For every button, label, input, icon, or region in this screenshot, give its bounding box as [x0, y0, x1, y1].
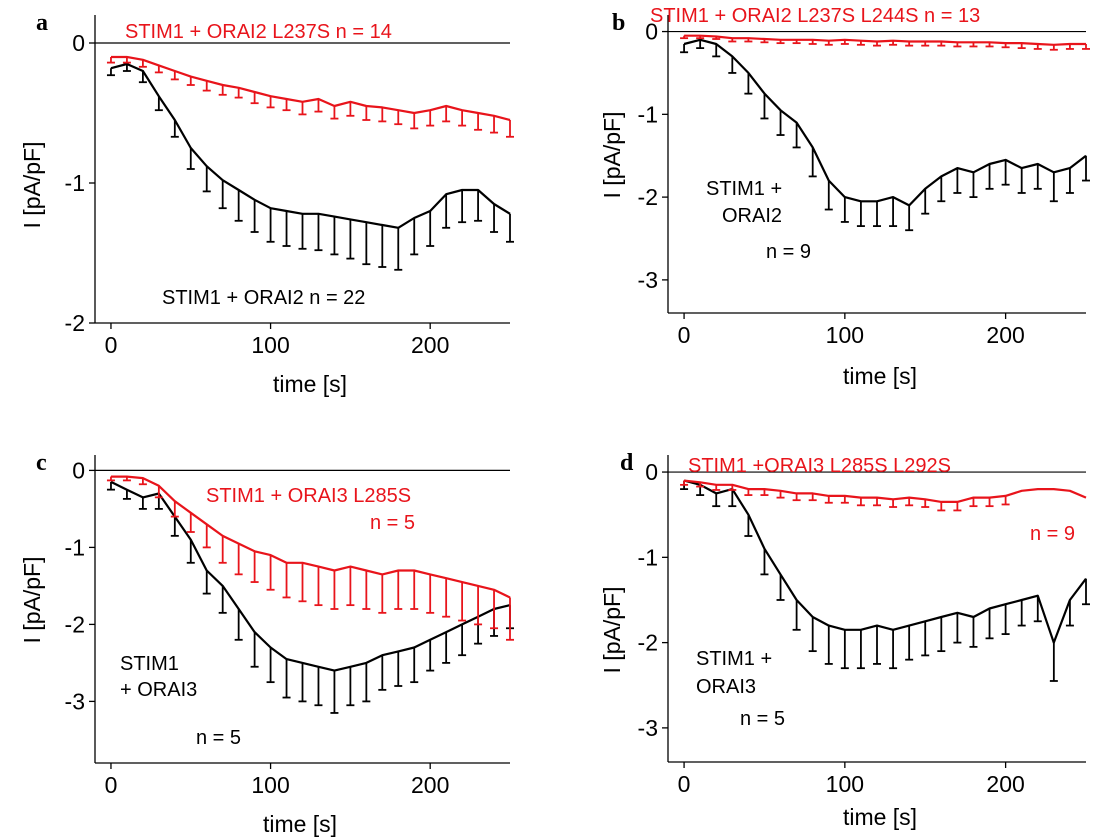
- panel-c-label-mutant-n: n = 5: [370, 512, 415, 534]
- panel-letter-a: a: [36, 10, 48, 36]
- panel-c-x-tick-label: 100: [251, 772, 289, 798]
- panel-b-label-control-2: ORAI2: [722, 205, 782, 227]
- panel-a-y-tick-label: -1: [65, 170, 85, 196]
- panel-d-control-mean-line: [683, 479, 1087, 644]
- panel-b-y-tick-label: 0: [645, 19, 658, 45]
- panel-d-marks: [680, 479, 1090, 682]
- panel-b-marks: [680, 34, 1090, 232]
- panel-d-y-axis-title: I [pA/pF]: [599, 587, 625, 674]
- panel-d-label-mutant-n: n = 9: [1030, 523, 1075, 545]
- panel-c-y-tick-label: 0: [72, 457, 85, 483]
- panel-b-y-axis-title: I [pA/pF]: [599, 112, 625, 199]
- panel-a-x-axis-title: time [s]: [273, 371, 347, 397]
- panel-c-x-axis-title: time [s]: [263, 811, 337, 837]
- panel-letter-b: b: [612, 10, 625, 36]
- panel-a-axes: 0 -1 -2 0 100 200: [65, 15, 510, 358]
- panel-a-marks: [106, 55, 514, 271]
- panel-c-marks: [106, 475, 514, 714]
- panel-b-control-mean-line: [683, 38, 1087, 207]
- panel-a-x-tick-label: 200: [411, 332, 449, 358]
- panel-b-label-control-n: n = 9: [766, 241, 811, 263]
- panel-b-x-tick-label: 200: [986, 322, 1024, 348]
- panel-d-label-control-2: ORAI3: [696, 676, 756, 698]
- panel-a-y-axis-title: I [pA/pF]: [19, 142, 45, 229]
- panel-d-y-tick-label: 0: [645, 459, 658, 485]
- panel-a-label-control: STIM1 + ORAI2 n = 22: [162, 287, 365, 309]
- panel-c-x-tick-label: 0: [105, 772, 118, 798]
- panel-b-label-mutant: STIM1 + ORAI2 L237S L244S n = 13: [650, 5, 980, 27]
- panel-b-x-tick-label: 100: [826, 322, 864, 348]
- panel-d-x-axis-title: time [s]: [843, 804, 917, 830]
- panel-c-x-tick-label: 200: [411, 772, 449, 798]
- panel-a-x-tick-label: 100: [251, 332, 289, 358]
- panel-b-y-tick-label: -2: [638, 184, 658, 210]
- panel-a-y-tick-label: 0: [72, 30, 85, 56]
- panel-d-label-control-n: n = 5: [740, 708, 785, 730]
- panel-b-x-tick-label: 0: [678, 322, 691, 348]
- panel-a: a 0 -1 -2 0 100 200 STIM1 + ORAI2 L237S n = 1…: [19, 10, 514, 397]
- panel-d: d 0 -1 -2 -3 0 100 200 STIM1 +ORAI3 L285S L292…: [599, 450, 1090, 830]
- panel-c-label-mutant: STIM1 + ORAI3 L285S: [206, 485, 411, 507]
- panel-a-x-tick-label: 0: [105, 332, 118, 358]
- panel-c-label-control-1: STIM1: [120, 653, 179, 675]
- panel-d-y-tick-label: -2: [638, 630, 658, 656]
- panel-c-label-control-n: n = 5: [196, 727, 241, 749]
- panel-letter-d: d: [620, 450, 634, 476]
- panel-d-axes: 0 -1 -2 -3 0 100 200: [638, 455, 1086, 797]
- panel-c-y-tick-label: -1: [65, 534, 85, 560]
- panel-d-y-tick-label: -3: [638, 715, 658, 741]
- panel-d-x-tick-label: 0: [678, 771, 691, 797]
- panel-b-axes: 0 -1 -2 -3 0 100 200: [638, 15, 1086, 348]
- panel-b: b 0 -1 -2 -3 0 100 200 STIM1 + ORAI2 L237S L24…: [599, 5, 1090, 389]
- panel-b-y-tick-label: -1: [638, 101, 658, 127]
- panel-c-label-control-2: + ORAI3: [120, 679, 197, 701]
- panel-a-y-tick-label: -2: [65, 310, 85, 336]
- panel-d-label-control-1: STIM1 +: [696, 648, 772, 670]
- panel-d-mutant-mean-line: [683, 479, 1087, 503]
- panel-b-mutant-mean-line: [684, 34, 1086, 46]
- panel-c-y-axis-title: I [pA/pF]: [19, 557, 45, 644]
- panel-c-control-mean-line: [110, 480, 511, 672]
- panel-d-x-tick-label: 200: [986, 771, 1024, 797]
- panel-d-y-tick-label: -1: [638, 544, 658, 570]
- panel-b-x-axis-title: time [s]: [843, 363, 917, 389]
- panel-b-y-tick-label: -3: [638, 267, 658, 293]
- panel-letter-c: c: [36, 450, 47, 476]
- panel-a-control-mean-line: [110, 62, 511, 229]
- panel-a-mutant-mean-line: [111, 55, 511, 122]
- panel-c: c 0 -1 -2 -3 0 100 200 STIM1 + ORAI3 L285S n =…: [19, 450, 514, 837]
- panel-d-x-tick-label: 100: [826, 771, 864, 797]
- panel-c-axes: 0 -1 -2 -3 0 100 200: [65, 455, 510, 798]
- panel-c-mutant-mean-line: [111, 475, 511, 599]
- panel-d-label-mutant: STIM1 +ORAI3 L285S L292S: [688, 455, 951, 477]
- panel-c-y-tick-label: -3: [65, 688, 85, 714]
- panel-a-label-mutant: STIM1 + ORAI2 L237S n = 14: [125, 21, 392, 43]
- panel-b-label-control-1: STIM1 +: [706, 178, 782, 200]
- panel-c-y-tick-label: -2: [65, 611, 85, 637]
